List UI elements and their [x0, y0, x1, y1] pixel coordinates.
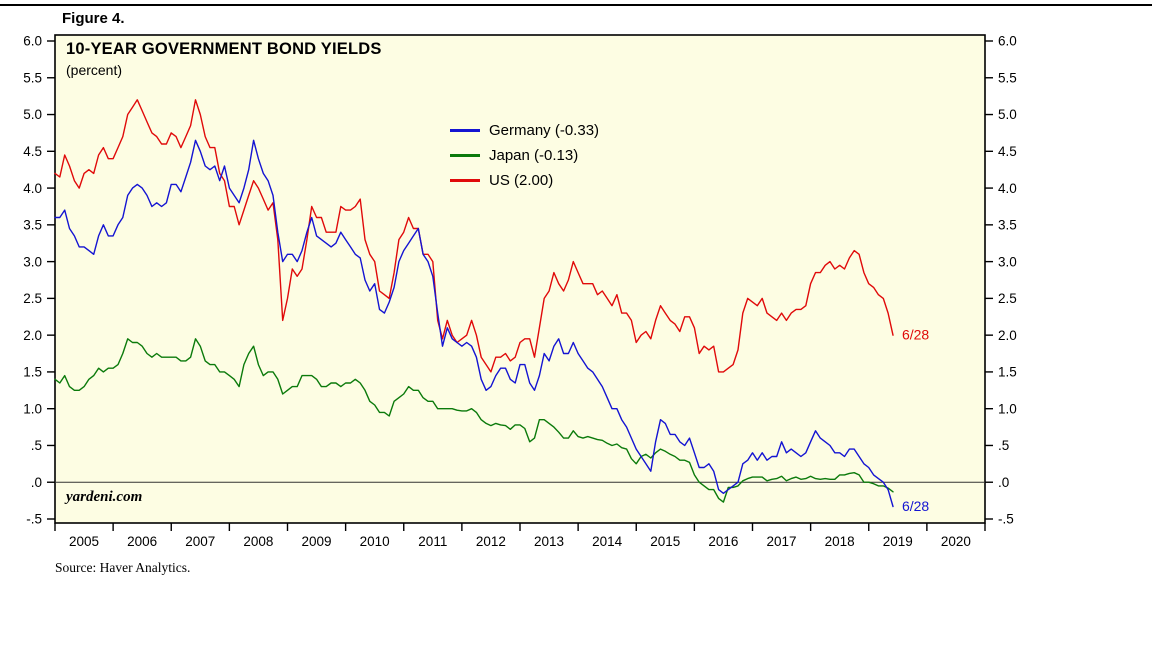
y-axis-label-left: 2.5 — [23, 291, 42, 306]
y-axis-label-right: 3.5 — [998, 218, 1017, 233]
y-axis-label-left: 3.0 — [23, 254, 42, 269]
x-axis-label: 2009 — [302, 534, 332, 549]
chart-title: 10-YEAR GOVERNMENT BOND YIELDS — [66, 40, 382, 58]
germany-line-swatch — [450, 129, 480, 132]
figure-label: Figure 4. — [62, 10, 125, 27]
plot-area — [54, 34, 986, 524]
y-axis-label-left: 4.5 — [23, 144, 42, 159]
y-axis-label-right: 2.5 — [998, 291, 1017, 306]
y-axis-label-right: 1.5 — [998, 365, 1017, 380]
x-axis-label: 2005 — [69, 534, 99, 549]
watermark: yardeni.com — [66, 489, 143, 505]
series-line-japan — [54, 338, 894, 503]
y-axis-label-left: 3.5 — [23, 218, 42, 233]
x-axis-label: 2016 — [708, 534, 738, 549]
legend-label-germany: Germany (-0.33) — [489, 122, 600, 139]
y-axis-label-left: 5.5 — [23, 70, 42, 85]
y-axis-label-left: 2.0 — [23, 328, 42, 343]
japan-line-swatch — [450, 154, 480, 157]
series-line-germany — [54, 139, 894, 508]
y-axis-label-right: 6.0 — [998, 34, 1017, 49]
chart-subtitle: (percent) — [66, 62, 123, 78]
chart-legend: Germany (-0.33) Japan (-0.13) US (2.00) — [450, 118, 599, 193]
legend-item-germany: Germany (-0.33) — [450, 118, 599, 143]
y-axis-label-right: 5.0 — [998, 107, 1017, 122]
y-axis-label-right: .0 — [998, 475, 1009, 490]
y-axis-label-right: 3.0 — [998, 254, 1017, 269]
x-axis-label: 2018 — [825, 534, 855, 549]
x-axis-label: 2007 — [185, 534, 215, 549]
figure-top-border — [0, 4, 1152, 6]
y-axis-label-right: 1.0 — [998, 401, 1017, 416]
series-line-us — [54, 99, 894, 373]
y-axis-label-right: .5 — [998, 438, 1009, 453]
y-axis-label-left: 6.0 — [23, 34, 42, 49]
x-axis-label: 2020 — [941, 534, 971, 549]
us-line-swatch — [450, 179, 480, 182]
x-axis-label: 2017 — [767, 534, 797, 549]
y-axis-label-left: 4.0 — [23, 181, 42, 196]
y-axis-label-right: 4.5 — [998, 144, 1017, 159]
legend-label-japan: Japan (-0.13) — [489, 147, 579, 164]
x-axis-label: 2015 — [650, 534, 680, 549]
legend-item-japan: Japan (-0.13) — [450, 143, 599, 168]
end-date-label-us: 6/28 — [902, 327, 929, 343]
source-note: Source: Haver Analytics. — [55, 560, 191, 575]
y-axis-label-right: 4.0 — [998, 181, 1017, 196]
x-axis-label: 2008 — [243, 534, 273, 549]
y-axis-label-left: 1.5 — [23, 365, 42, 380]
legend-label-us: US (2.00) — [489, 172, 554, 189]
y-axis-label-right: 2.0 — [998, 328, 1017, 343]
x-axis-label: 2012 — [476, 534, 506, 549]
y-axis-label-left: .5 — [31, 438, 42, 453]
x-axis-label: 2014 — [592, 534, 623, 549]
bond-yields-chart: 6.0 6.0 5.5 5.5 5.0 5.0 4.5 4.5 4.0 4.0 3.5 3.5 3.0 3… — [23, 34, 1017, 549]
y-axis-label-left: .0 — [31, 475, 42, 490]
y-axis-label-right: 5.5 — [998, 70, 1017, 85]
end-date-label-germany: 6/28 — [902, 498, 929, 514]
legend-item-us: US (2.00) — [450, 168, 599, 193]
x-axis-label: 2011 — [418, 534, 447, 549]
y-axis-label-left: 5.0 — [23, 107, 42, 122]
y-axis-label-left: -.5 — [26, 512, 42, 527]
y-axis-label-left: 1.0 — [23, 401, 42, 416]
x-axis-label: 2010 — [360, 534, 390, 549]
x-axis-label: 2006 — [127, 534, 157, 549]
y-axis-label-right: -.5 — [998, 512, 1014, 527]
x-axis-label: 2013 — [534, 534, 564, 549]
x-axis-label: 2019 — [883, 534, 913, 549]
